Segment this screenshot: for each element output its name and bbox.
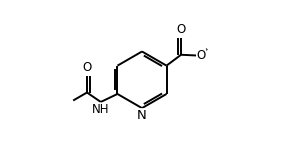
- Text: NH: NH: [92, 103, 110, 116]
- Text: N: N: [137, 109, 147, 122]
- Text: O: O: [82, 61, 92, 74]
- Text: O: O: [197, 49, 206, 62]
- Text: O: O: [176, 23, 186, 36]
